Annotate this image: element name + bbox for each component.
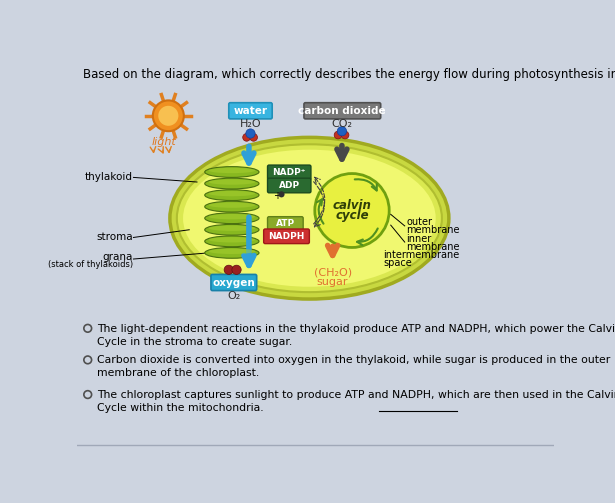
Ellipse shape	[170, 137, 449, 299]
Text: water: water	[234, 106, 268, 116]
Ellipse shape	[205, 201, 259, 212]
Text: +: +	[273, 191, 281, 201]
Text: ATP: ATP	[276, 219, 295, 228]
Ellipse shape	[177, 144, 442, 292]
Text: Carbon dioxide is converted into oxygen in the thylakoid, while sugar is produce: Carbon dioxide is converted into oxygen …	[97, 355, 610, 378]
Ellipse shape	[208, 248, 255, 254]
Ellipse shape	[183, 150, 435, 287]
Text: thylakoid: thylakoid	[85, 173, 133, 183]
Text: grana: grana	[102, 252, 133, 262]
Circle shape	[224, 265, 234, 275]
Text: outer: outer	[407, 217, 432, 227]
Ellipse shape	[208, 191, 255, 196]
Circle shape	[334, 131, 342, 139]
Text: H₂O: H₂O	[240, 119, 261, 129]
Circle shape	[153, 101, 184, 131]
Circle shape	[158, 106, 178, 126]
Circle shape	[315, 174, 389, 247]
FancyBboxPatch shape	[211, 275, 256, 291]
Circle shape	[341, 131, 349, 139]
Text: space: space	[383, 258, 412, 268]
Text: The chloroplast captures sunlight to produce ATP and NADPH, which are then used : The chloroplast captures sunlight to pro…	[97, 390, 615, 413]
Text: (CH₂O): (CH₂O)	[314, 267, 352, 277]
Text: sugar: sugar	[317, 277, 348, 287]
Text: calvin: calvin	[333, 199, 371, 212]
Circle shape	[243, 133, 250, 141]
FancyBboxPatch shape	[268, 178, 311, 193]
Text: The light-dependent reactions in the thylakoid produce ATP and NADPH, which powe: The light-dependent reactions in the thy…	[97, 324, 615, 347]
Ellipse shape	[205, 166, 259, 178]
Text: NADP⁺: NADP⁺	[272, 168, 306, 177]
Text: membrane: membrane	[407, 242, 460, 252]
Ellipse shape	[205, 190, 259, 201]
Ellipse shape	[208, 180, 255, 185]
Text: inner: inner	[407, 234, 432, 244]
Circle shape	[337, 127, 347, 136]
Circle shape	[279, 191, 285, 197]
Ellipse shape	[208, 214, 255, 219]
Circle shape	[246, 129, 255, 138]
Ellipse shape	[205, 236, 259, 246]
Circle shape	[232, 265, 241, 275]
FancyBboxPatch shape	[268, 217, 303, 230]
Circle shape	[250, 133, 258, 141]
Text: ADP: ADP	[279, 181, 300, 190]
FancyBboxPatch shape	[229, 103, 272, 119]
Text: cycle: cycle	[335, 209, 369, 222]
Ellipse shape	[208, 237, 255, 242]
Text: Based on the diagram, which correctly describes the energy flow during photosynt: Based on the diagram, which correctly de…	[83, 68, 615, 81]
Text: (stack of thylakoids): (stack of thylakoids)	[47, 260, 133, 269]
Text: CO₂: CO₂	[332, 119, 353, 129]
Ellipse shape	[205, 247, 259, 258]
FancyBboxPatch shape	[264, 229, 309, 243]
Ellipse shape	[208, 168, 255, 173]
Ellipse shape	[208, 225, 255, 231]
FancyBboxPatch shape	[304, 103, 381, 119]
FancyBboxPatch shape	[268, 165, 311, 180]
Text: O₂: O₂	[227, 291, 240, 301]
Text: intermembrane: intermembrane	[383, 250, 459, 260]
Ellipse shape	[205, 224, 259, 235]
Text: carbon dioxide: carbon dioxide	[298, 106, 386, 116]
Text: membrane: membrane	[407, 225, 460, 235]
Text: light: light	[151, 137, 176, 147]
Ellipse shape	[205, 213, 259, 224]
Text: NADPH: NADPH	[268, 232, 304, 241]
Ellipse shape	[205, 178, 259, 189]
Text: oxygen: oxygen	[212, 278, 255, 288]
Text: stroma: stroma	[96, 232, 133, 242]
Ellipse shape	[208, 202, 255, 208]
